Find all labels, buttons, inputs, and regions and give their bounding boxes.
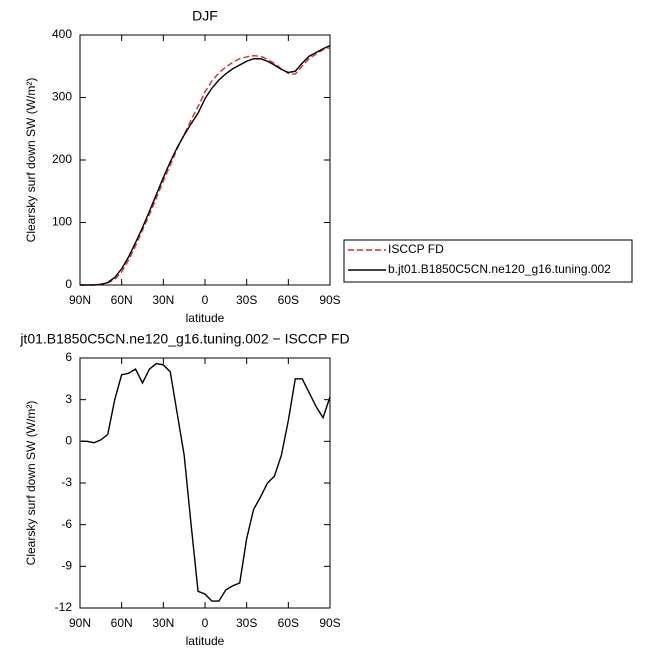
x-tick-label: 60S xyxy=(278,293,299,307)
x-tick-label: 0 xyxy=(202,616,209,630)
y-tick-label: -6 xyxy=(61,517,72,531)
x-tick-label: 90S xyxy=(319,616,340,630)
legend-label: b.jt01.B1850C5CN.ne120_g16.tuning.002 xyxy=(388,262,611,276)
y-tick-label: 200 xyxy=(52,152,72,166)
chart-title: DJF xyxy=(192,8,218,24)
legend-label: ISCCP FD xyxy=(388,242,444,256)
plot-frame xyxy=(79,34,331,286)
x-tick-label: 30N xyxy=(152,616,174,630)
x-tick-label: 90N xyxy=(69,616,91,630)
y-axis-label: Clearsky surf down SW (W/m²) xyxy=(24,401,38,566)
y-tick-label: 400 xyxy=(52,27,72,41)
x-tick-label: 60N xyxy=(111,616,133,630)
y-tick-label: -9 xyxy=(61,559,72,573)
y-tick-label: 3 xyxy=(65,392,72,406)
legend-box xyxy=(343,239,633,283)
chart-title: jt01.B1850C5CN.ne120_g16.tuning.002 − IS… xyxy=(19,331,349,347)
x-tick-label: 0 xyxy=(202,293,209,307)
data-line xyxy=(80,44,331,286)
y-axis-label: Clearsky surf down SW (W/m²) xyxy=(24,78,38,243)
x-tick-label: 60N xyxy=(111,293,133,307)
x-axis-label: latitude xyxy=(186,634,225,648)
plot-frame xyxy=(79,357,331,609)
y-tick-label: 100 xyxy=(52,215,72,229)
y-tick-label: 6 xyxy=(65,350,72,364)
y-tick-label: -3 xyxy=(61,475,72,489)
x-tick-label: 60S xyxy=(278,616,299,630)
data-line xyxy=(80,46,331,286)
x-tick-label: 30S xyxy=(236,293,257,307)
y-tick-label: -12 xyxy=(55,600,73,614)
x-tick-label: 30N xyxy=(152,293,174,307)
x-tick-label: 90S xyxy=(319,293,340,307)
y-tick-label: 300 xyxy=(52,90,72,104)
y-tick-label: 0 xyxy=(65,277,72,291)
x-tick-label: 90N xyxy=(69,293,91,307)
x-tick-label: 30S xyxy=(236,616,257,630)
x-axis-label: latitude xyxy=(186,311,225,325)
data-line xyxy=(80,362,331,602)
y-tick-label: 0 xyxy=(65,434,72,448)
